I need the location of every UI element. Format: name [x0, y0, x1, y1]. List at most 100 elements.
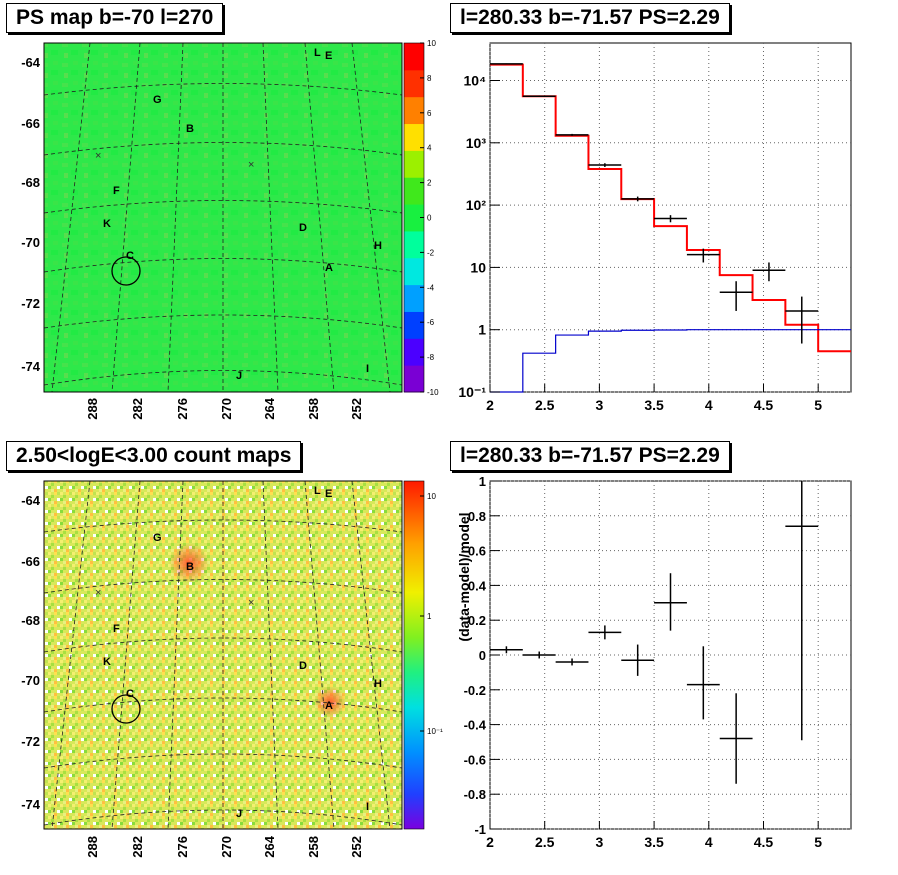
ps-map-title: PS map b=-70 l=270: [6, 3, 224, 33]
residual-grid: [489, 480, 851, 830]
lon-tick-label-count: 288: [85, 836, 100, 858]
x-tick-label: 2: [486, 397, 494, 413]
y-tick-label: -0.2: [464, 683, 486, 698]
y-tick-label: -1: [474, 822, 486, 837]
palette-block: [404, 311, 424, 339]
lon-tick-label-count: 276: [175, 836, 190, 858]
source-label-ps: A: [325, 262, 333, 274]
palette-tick-label: 10: [427, 39, 436, 48]
lon-tick-label-ps: 288: [85, 398, 100, 420]
spectrum-title: l=280.33 b=-71.57 PS=2.29: [450, 3, 730, 33]
palette-tick-label: 10: [427, 492, 436, 501]
y-tick-label: 0.2: [468, 613, 486, 628]
source-label-count: F: [113, 623, 120, 635]
palette-tick-label: 4: [427, 144, 432, 153]
lon-tick-label-ps: 276: [175, 398, 190, 420]
source-c-circle: [111, 256, 141, 286]
spectrum-panel: 2 2.5 3 3.5 4 4.5 5 10⁻¹ 1 10 10² 10³ 10⁴: [458, 42, 852, 413]
source-label-ps: K: [103, 218, 111, 230]
count-map-grid: [43, 480, 403, 830]
source-label-ps: E: [325, 50, 332, 62]
marker-x: ×: [95, 150, 101, 162]
source-label-count: B: [186, 561, 194, 573]
palette-tick-label: -4: [427, 283, 435, 292]
y-tick-label: 10⁻¹: [458, 384, 486, 400]
lon-tick-label-count: 264: [262, 835, 277, 857]
palette-tick-label: 0: [427, 214, 432, 223]
lat-tick-label-ps: -74: [21, 359, 41, 374]
marker-x: ×: [95, 587, 101, 599]
source-label-ps: L: [314, 47, 321, 59]
count-map-palette-bar: [403, 480, 425, 830]
source-label-ps: B: [186, 123, 194, 135]
lat-tick-label-count: -74: [21, 797, 41, 812]
lat-tick-label-count: -64: [21, 493, 41, 508]
source-label-count: G: [153, 532, 162, 544]
y-tick-label: 0.4: [468, 578, 487, 593]
residual-points: [490, 481, 819, 784]
palette-tick-label: 1: [427, 612, 432, 621]
count-map-palette-ticks: 10 1 10⁻¹: [420, 492, 443, 736]
ps-map-axes: -64 -66 -68 -70 -72 -74 288 282 276 270 264 258 252: [21, 55, 364, 420]
x-tick-label: 3.5: [644, 397, 664, 413]
source-label-count: A: [325, 700, 333, 712]
y-tick-label: -0.6: [464, 752, 486, 767]
y-tick-label: -0.8: [464, 787, 486, 802]
palette-tick-label: -10: [427, 388, 439, 397]
source-label-count: C: [126, 688, 134, 700]
y-tick-label: 0.6: [468, 544, 486, 559]
lat-tick-label-ps: -70: [21, 235, 40, 250]
palette-block: [404, 257, 424, 286]
palette-block: [404, 230, 424, 259]
palette-tick-label: -8: [427, 353, 435, 362]
palette-block: [404, 150, 424, 178]
x-tick-label: 5: [814, 834, 822, 850]
residual-title: l=280.33 b=-71.57 PS=2.29: [450, 441, 730, 471]
palette-block: [404, 123, 424, 151]
x-tick-label: 4.5: [754, 397, 774, 413]
y-tick-label: 10²: [466, 197, 487, 213]
palette-tick-label: 10⁻¹: [427, 727, 443, 736]
x-tick-label: 4: [705, 397, 713, 413]
source-label-count: D: [299, 660, 307, 672]
marker-x: ×: [248, 597, 254, 609]
source-label-ps: G: [153, 94, 162, 106]
marker-x: ×: [248, 159, 254, 171]
y-tick-label: 10⁴: [464, 73, 487, 89]
source-label-ps: F: [113, 185, 120, 197]
palette-tick-label: 6: [427, 109, 432, 118]
source-c-circle: [111, 694, 141, 724]
lon-tick-label-ps: 282: [130, 398, 145, 420]
lat-tick-label-ps: -66: [21, 116, 40, 131]
palette-tick-label: -6: [427, 318, 435, 327]
lon-tick-label-ps: 252: [349, 398, 364, 420]
count-map-frame: [43, 480, 403, 830]
ps-map-frame: [43, 42, 403, 393]
ps-map-grid: [43, 42, 403, 393]
x-tick-label: 3: [595, 397, 603, 413]
spectrum-grid: [489, 43, 851, 393]
palette-tick-label: -2: [427, 248, 435, 257]
lat-tick-label-ps: -68: [21, 175, 40, 190]
spectrum-series: [490, 63, 851, 393]
palette-block: [404, 204, 424, 232]
y-tick-label: 0: [479, 648, 486, 663]
lon-tick-label-count: 258: [306, 836, 321, 858]
palette-tick-label: 8: [427, 74, 432, 83]
source-label-ps: C: [126, 250, 134, 262]
lat-tick-label-count: -68: [21, 613, 40, 628]
lat-tick-label-count: -72: [21, 734, 40, 749]
y-tick-label: 0.8: [468, 509, 486, 524]
x-tick-label: 5: [814, 397, 822, 413]
lon-tick-label-count: 282: [130, 836, 145, 858]
source-label-ps: H: [374, 240, 382, 252]
y-tick-label: 10: [470, 259, 486, 275]
palette-block: [404, 43, 424, 71]
y-tick-label: 1: [478, 322, 486, 338]
source-label-count: K: [103, 656, 111, 668]
lat-tick-label-ps: -72: [21, 296, 40, 311]
source-label-count: I: [366, 801, 369, 813]
lat-tick-label-count: -66: [21, 554, 40, 569]
lat-tick-label-count: -70: [21, 673, 40, 688]
